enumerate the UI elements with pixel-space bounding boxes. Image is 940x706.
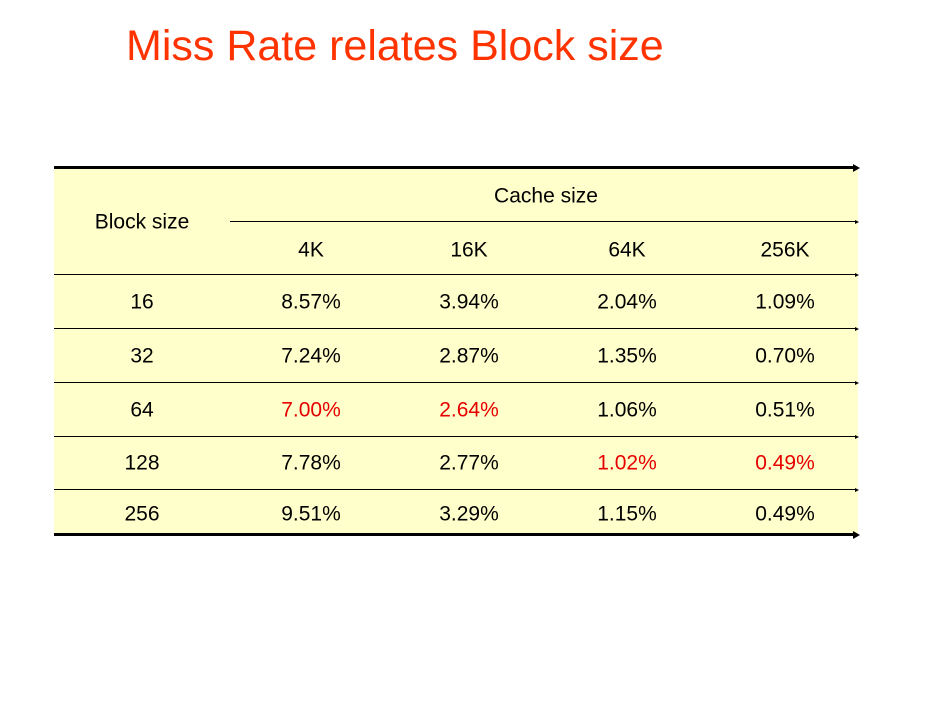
miss-rate-cell: 0.49% [755,451,815,475]
column-header: 64K [608,238,646,262]
block-size-cell: 16 [130,290,154,314]
arrow-icon [853,531,860,539]
miss-rate-cell: 1.06% [597,398,657,422]
miss-rate-cell: 2.64% [439,398,499,422]
row-rule [54,436,856,437]
miss-rate-cell: 2.87% [439,344,499,368]
row-header-label: Block size [94,210,190,234]
miss-rate-cell: 1.09% [755,290,815,314]
arrow-icon [855,273,859,277]
miss-rate-cell: 8.57% [281,290,341,314]
column-header: 4K [298,238,324,262]
block-size-cell: 256 [124,502,160,526]
column-group-label: Cache size [494,184,598,208]
arrow-icon [853,164,860,172]
arrow-icon [855,381,859,385]
cache-size-rule [230,221,856,222]
arrow-icon [855,220,859,224]
column-header: 16K [450,238,488,262]
block-size-cell: 64 [130,398,154,422]
miss-rate-cell: 1.15% [597,502,657,526]
miss-rate-cell: 7.24% [281,344,341,368]
row-rule [54,489,856,490]
row-rule [54,328,856,329]
miss-rate-cell: 1.35% [597,344,657,368]
arrow-icon [855,488,859,492]
block-size-cell: 32 [130,344,154,368]
miss-rate-cell: 3.29% [439,502,499,526]
header-bottom-rule [54,274,856,275]
miss-rate-cell: 3.94% [439,290,499,314]
column-header: 256K [760,238,810,262]
row-rule [54,382,856,383]
miss-rate-cell: 2.77% [439,451,499,475]
miss-rate-cell: 0.49% [755,502,815,526]
arrow-icon [855,327,859,331]
miss-rate-cell: 2.04% [597,290,657,314]
miss-rate-cell: 7.78% [281,451,341,475]
table-bottom-rule [54,533,854,536]
miss-rate-cell: 7.00% [281,398,341,422]
arrow-icon [855,435,859,439]
table-top-rule [54,166,854,169]
miss-rate-cell: 0.70% [755,344,815,368]
miss-rate-cell: 9.51% [281,502,341,526]
table-background [54,166,858,535]
block-size-cell: 128 [124,451,160,475]
miss-rate-cell: 0.51% [755,398,815,422]
miss-rate-cell: 1.02% [597,451,657,475]
slide-title: Miss Rate relates Block size [126,22,664,70]
